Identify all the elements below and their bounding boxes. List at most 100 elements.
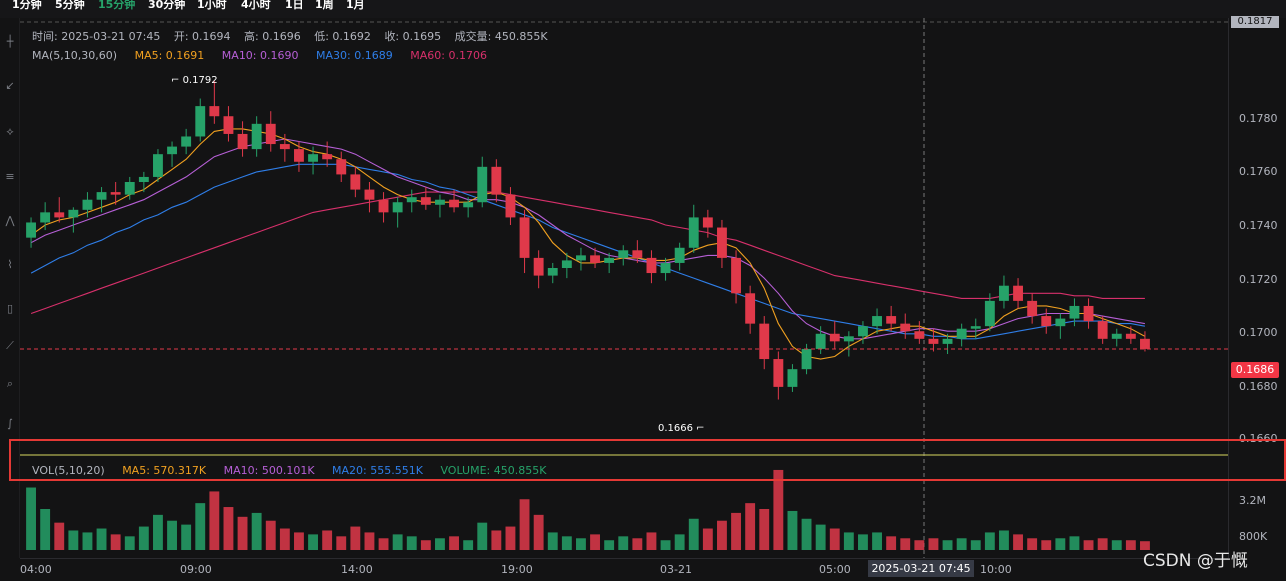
candle-body	[717, 227, 727, 258]
time-tick: 10:00	[980, 563, 1012, 576]
legend-time: 时间: 2025-03-21 07:45	[32, 30, 161, 43]
fib-icon[interactable]: ≡	[5, 170, 15, 183]
candle-body	[843, 336, 854, 342]
candle-body	[181, 136, 192, 147]
volume-bar	[660, 540, 671, 550]
measure-icon[interactable]: ⟋	[6, 339, 14, 352]
tf-5min[interactable]: 5分钟	[55, 0, 85, 11]
volume-bar	[251, 512, 262, 550]
candle-body	[40, 212, 51, 223]
candle-body	[336, 159, 347, 175]
volume-bar	[759, 509, 770, 550]
legend-close: 收: 0.1695	[384, 30, 442, 43]
tf-1min[interactable]: 1分钟	[12, 0, 42, 11]
candle-body	[1111, 333, 1122, 339]
tf-1d[interactable]: 1日	[285, 0, 304, 11]
ma60-value: MA60: 0.1706	[410, 49, 487, 62]
ma-legend-title: MA(5,10,30,60)	[32, 49, 118, 62]
time-tick: 04:00	[20, 563, 52, 576]
volume-bar	[773, 469, 784, 550]
legend-volume: 成交量: 450.855K	[454, 30, 548, 43]
price-axis[interactable]: 0.1780 0.1760 0.1740 0.1720 0.1700 0.168…	[1228, 18, 1286, 558]
tf-15min[interactable]: 15分钟	[98, 0, 136, 11]
volume-bar	[1083, 540, 1094, 550]
candle-body	[1069, 305, 1080, 319]
volume-bar	[886, 536, 897, 550]
text-icon[interactable]: ▯	[6, 302, 14, 315]
candle-body	[82, 199, 93, 210]
candle-body	[731, 257, 741, 294]
candle-body	[590, 255, 600, 263]
volume-bar	[392, 534, 403, 550]
candle-body	[858, 326, 868, 337]
candle-body	[970, 326, 981, 329]
candle-body	[308, 154, 318, 162]
crosshair-icon[interactable]: ┼	[6, 35, 14, 48]
candle-body	[96, 192, 107, 200]
volume-bar	[533, 514, 544, 550]
volume-bar	[914, 540, 925, 550]
candle-body	[618, 250, 629, 258]
ma5-value: MA5: 0.1691	[134, 49, 205, 62]
price-tick: 0.1740	[1239, 219, 1278, 232]
volume-bar	[491, 530, 502, 550]
volume-bar	[138, 526, 149, 550]
price-tick: 0.1720	[1239, 273, 1278, 286]
volume-bar	[519, 499, 530, 550]
candle-body	[138, 176, 149, 182]
horizontal-line-icon[interactable]: ⟡	[6, 125, 14, 138]
candle-body	[449, 199, 459, 208]
candle-body	[435, 199, 445, 205]
volume-bar	[561, 536, 572, 550]
volume-bar	[702, 528, 713, 550]
time-tick: 03-21	[660, 563, 692, 576]
volume-bar	[745, 503, 756, 550]
chart-canvas[interactable]	[20, 18, 1228, 558]
candle-body	[646, 257, 657, 274]
candle-body	[463, 202, 474, 208]
volume-bar	[801, 518, 812, 550]
time-axis[interactable]: 04:00 09:00 14:00 19:00 03-21 05:00 10:0…	[20, 558, 1228, 581]
pattern-icon[interactable]: ⋀	[5, 214, 15, 227]
candle-body	[1041, 316, 1052, 327]
candle-body	[209, 106, 220, 117]
tf-30min[interactable]: 30分钟	[148, 0, 186, 11]
zoom-icon[interactable]: ⌕	[6, 377, 14, 390]
volume-tick: 3.2M	[1239, 494, 1266, 507]
time-tick: 14:00	[341, 563, 373, 576]
volume-bar	[153, 514, 163, 550]
candle-body	[942, 338, 953, 344]
candle-body	[984, 300, 995, 327]
volume-bar	[209, 491, 220, 550]
volume-bar	[843, 532, 854, 550]
brush-icon[interactable]: ⌇	[7, 258, 13, 271]
trend-line-icon[interactable]: ↙	[5, 79, 15, 92]
candle-body	[54, 212, 65, 218]
tf-1mo[interactable]: 1月	[346, 0, 365, 11]
volume-bar	[590, 534, 600, 550]
legend-open: 开: 0.1694	[173, 30, 231, 43]
candle-body	[294, 149, 304, 162]
drawing-toolbar: ┼ ↙ ⟡ ≡ ⋀ ⌇ ▯ ⟋ ⌕ ∫	[0, 18, 20, 558]
candle-body	[829, 333, 840, 342]
volume-bar	[406, 536, 417, 550]
legend-high: 高: 0.1696	[244, 30, 301, 43]
volume-bar	[872, 532, 882, 550]
candle-body	[872, 316, 882, 327]
price-tick: 0.1780	[1239, 112, 1278, 125]
watermark: CSDN @于慨	[1143, 551, 1248, 571]
candle-body	[1013, 285, 1023, 301]
candle-body	[886, 316, 897, 324]
volume-bar	[420, 540, 431, 550]
candle-body	[406, 197, 417, 203]
tf-1w[interactable]: 1周	[315, 0, 334, 11]
eraser-icon[interactable]: ∫	[7, 417, 13, 430]
volume-bar	[1125, 540, 1136, 550]
vol-legend-title: VOL(5,10,20)	[32, 464, 105, 477]
candle-body	[1125, 333, 1136, 339]
main-chart-area[interactable]: 时间: 2025-03-21 07:45 开: 0.1694 高: 0.1696…	[20, 18, 1228, 558]
tf-4h[interactable]: 4小时	[241, 0, 271, 11]
volume-bar	[999, 530, 1009, 550]
tf-1h[interactable]: 1小时	[197, 0, 227, 11]
